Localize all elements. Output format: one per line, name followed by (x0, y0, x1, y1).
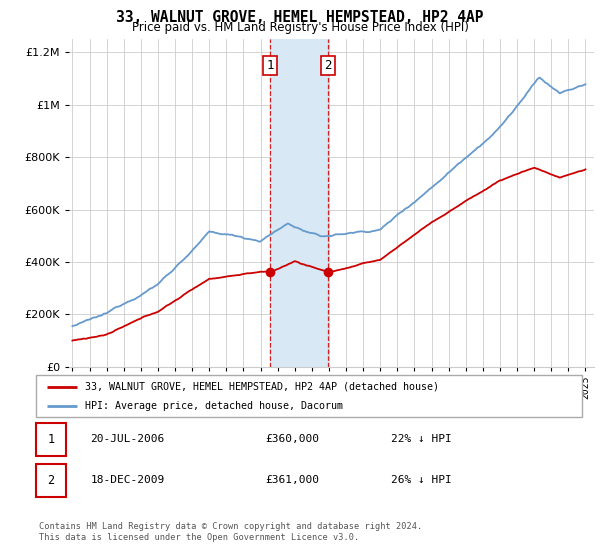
Bar (36, 464, 66, 497)
Text: 18-DEC-2009: 18-DEC-2009 (91, 475, 165, 486)
Text: £360,000: £360,000 (265, 435, 319, 445)
Text: 2: 2 (47, 474, 55, 487)
Text: 1: 1 (47, 433, 55, 446)
Text: 22% ↓ HPI: 22% ↓ HPI (391, 435, 452, 445)
Text: 1: 1 (266, 59, 274, 72)
Text: £361,000: £361,000 (265, 475, 319, 486)
Text: HPI: Average price, detached house, Dacorum: HPI: Average price, detached house, Daco… (85, 401, 343, 411)
Text: 26% ↓ HPI: 26% ↓ HPI (391, 475, 452, 486)
Bar (36, 423, 66, 456)
Text: Price paid vs. HM Land Registry's House Price Index (HPI): Price paid vs. HM Land Registry's House … (131, 21, 469, 34)
Text: 2: 2 (325, 59, 332, 72)
Text: This data is licensed under the Open Government Licence v3.0.: This data is licensed under the Open Gov… (39, 533, 359, 542)
Text: Contains HM Land Registry data © Crown copyright and database right 2024.: Contains HM Land Registry data © Crown c… (39, 522, 422, 531)
Bar (270, 39, 328, 367)
Text: 33, WALNUT GROVE, HEMEL HEMPSTEAD, HP2 4AP (detached house): 33, WALNUT GROVE, HEMEL HEMPSTEAD, HP2 4… (85, 381, 439, 391)
Text: 20-JUL-2006: 20-JUL-2006 (91, 435, 165, 445)
Text: 33, WALNUT GROVE, HEMEL HEMPSTEAD, HP2 4AP: 33, WALNUT GROVE, HEMEL HEMPSTEAD, HP2 4… (116, 10, 484, 25)
